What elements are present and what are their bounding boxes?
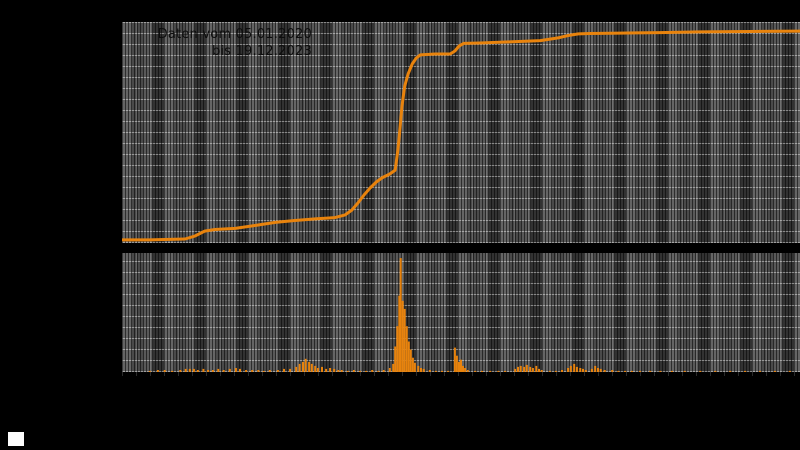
chart-title-line2: bis 19.12.2023 bbox=[211, 44, 312, 59]
daily-bars-chart bbox=[148, 258, 791, 372]
chart-title: Daten vom 05.01.2020 bis 19.12.2023 bbox=[122, 26, 312, 60]
cumulative-line-panel: Daten vom 05.01.2020 bis 19.12.2023 bbox=[122, 22, 800, 243]
x-axis-tick-strip bbox=[122, 372, 800, 376]
white-square-artifact bbox=[8, 432, 24, 446]
daily-bars-panel bbox=[122, 253, 800, 372]
cumulative-line-chart bbox=[122, 29, 800, 242]
chart-title-line1: Daten vom 05.01.2020 bbox=[157, 27, 312, 42]
